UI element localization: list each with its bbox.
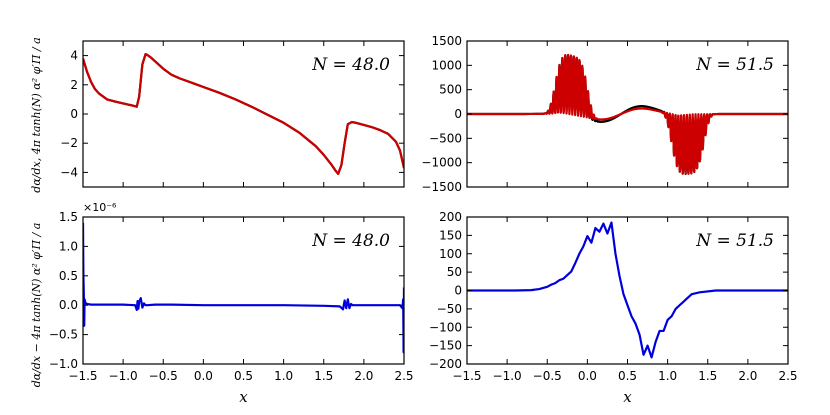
x-tick-label: 2.0 <box>354 369 373 383</box>
x-tick-label: −1.0 <box>109 369 138 383</box>
x-tick-label: 1.5 <box>698 369 717 383</box>
y-tick-label: 200 <box>439 210 462 224</box>
series-line-2 <box>467 53 788 175</box>
y-tick-label: 0 <box>454 107 462 121</box>
y-tick-label: 0 <box>454 284 462 298</box>
y-tick-label: −1.0 <box>49 357 78 371</box>
y-tick-label: 2 <box>70 78 78 92</box>
x-axis-label: x <box>239 388 248 406</box>
x-tick-label: −0.5 <box>149 369 178 383</box>
y-tick-label: 1.5 <box>59 210 78 224</box>
y-tick-label: −100 <box>429 320 462 334</box>
x-tick-label: 1.0 <box>274 369 293 383</box>
y-tick-label: −0.5 <box>49 328 78 342</box>
y-tick-label: 500 <box>439 83 462 97</box>
y-tick-label: −150 <box>429 339 462 353</box>
y-tick-label: −1500 <box>421 180 462 194</box>
y-tick-label: 150 <box>439 228 462 242</box>
x-tick-label: 0.5 <box>618 369 637 383</box>
y-tick-label: 50 <box>447 265 462 279</box>
x-tick-label: 1.0 <box>658 369 677 383</box>
y-tick-label: −1000 <box>421 156 462 170</box>
x-tick-label: 2.5 <box>394 369 413 383</box>
y-tick-label: 0 <box>70 107 78 121</box>
y-axis-label-top: dα/dx, 4π tanh(N) α² φ′Π / a <box>30 37 43 192</box>
x-tick-label: −1.5 <box>68 369 97 383</box>
y-tick-label: 0.5 <box>59 269 78 283</box>
x-tick-label: 0.0 <box>194 369 213 383</box>
annotation-label: N = 48.0 <box>311 55 390 75</box>
y-tick-label: −500 <box>429 131 462 145</box>
x-tick-label: −1.5 <box>452 369 481 383</box>
panel-top-left: −4 −2 0 2 4 N = 48.0 <box>60 40 405 188</box>
x-tick-label: −0.5 <box>533 369 562 383</box>
y-axis-label-bottom: dα/dx − 4π tanh(N) α² φ′Π / a <box>30 223 43 388</box>
x-tick-label: 0.0 <box>578 369 597 383</box>
y-tick-label: −4 <box>60 165 78 179</box>
y-tick-label: −200 <box>429 357 462 371</box>
annotation-label: N = 48.0 <box>311 231 390 251</box>
y-tick-label: 1000 <box>431 58 462 72</box>
x-tick-label: 0.5 <box>234 369 253 383</box>
annotation-label: N = 51.5 <box>695 231 774 251</box>
y-tick-label: 4 <box>70 49 78 63</box>
x-tick-label: 2.0 <box>738 369 757 383</box>
series-line-1 <box>83 222 404 354</box>
panel-bottom-right: −1.5 −1.0 −0.5 0.0 0.5 1.0 1.5 2.0 2.5 −200 −150 −1… <box>429 210 798 406</box>
y-tick-label: 100 <box>439 247 462 261</box>
x-tick-label: 1.5 <box>314 369 333 383</box>
y-tick-label: −2 <box>60 136 78 150</box>
x-axis-label: x <box>623 388 632 406</box>
x-tick-label: 2.5 <box>778 369 797 383</box>
y-tick-label: 0.0 <box>59 298 78 312</box>
y-tick-label: −50 <box>437 302 462 316</box>
y-tick-label: 1500 <box>431 34 462 48</box>
axis-multiplier: ×10⁻⁶ <box>83 201 117 214</box>
panel-bottom-left: −1.5 −1.0 −0.5 0.0 0.5 1.0 1.5 2.0 2.5−1.0−0.50.… <box>49 201 414 406</box>
x-tick-label: −1.0 <box>493 369 522 383</box>
panel-top-right: −1500 −1000 −500 0 500 1000 1500 N = 51.5 <box>421 34 789 194</box>
series-line-1 <box>467 221 788 359</box>
y-tick-label: 1.0 <box>59 239 78 253</box>
annotation-label: N = 51.5 <box>695 55 774 75</box>
series-line-2 <box>83 53 404 175</box>
